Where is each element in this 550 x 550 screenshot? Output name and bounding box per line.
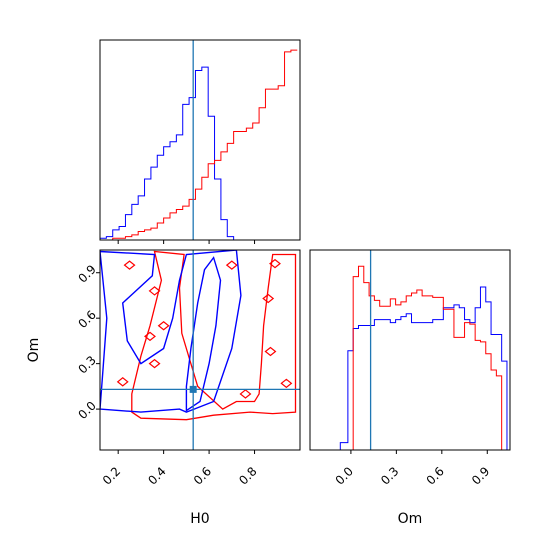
h0-tick-label-1: 0.4	[145, 464, 168, 487]
h0-tick-label-3: 0.8	[236, 464, 259, 487]
contour-blue-outer	[100, 250, 242, 413]
contour-red-island-11	[225, 260, 238, 270]
om-histogram-axis-label: Om	[398, 511, 423, 527]
h0-tick-label-2: 0.6	[191, 464, 214, 487]
h0-histogram-xticks	[117, 240, 256, 244]
contour-red-island-2	[144, 331, 156, 342]
om-tick-label-0: 0.0	[75, 399, 98, 422]
om-histogram-panel: 0.0 0.3 0.6 0.9 Om	[309, 249, 511, 527]
truth-marker	[189, 385, 197, 393]
om-histogram-xticks: 0.0 0.3 0.6 0.9	[333, 450, 492, 488]
h0-histogram-frame	[99, 39, 301, 241]
h0-tick-label-0: 0.2	[100, 464, 123, 487]
om-histogram-tick-label-2: 0.6	[424, 464, 447, 487]
h0-axis-ticks: 0.2 0.4 0.6 0.8	[100, 450, 260, 488]
om-histogram-tick-label-1: 0.3	[378, 464, 401, 487]
om-histogram-tick-label-0: 0.0	[333, 464, 356, 487]
h0-histogram-blue	[99, 66, 298, 241]
contour-red-island-9	[239, 389, 252, 399]
om-histogram-blue	[310, 286, 510, 451]
h0-om-contour-panel: 0.2 0.4 0.6 0.8 0.0 0.3 0.6 0.9 H0 Om	[26, 249, 301, 527]
contour-red-island-7	[262, 293, 275, 304]
h0-histogram-red	[100, 49, 298, 241]
om-histogram-red	[310, 265, 510, 451]
om-tick-label-2: 0.6	[75, 308, 98, 331]
h0-axis-label: H0	[190, 511, 209, 527]
contour-red-island-1	[148, 358, 161, 369]
contour-red-island-8	[269, 258, 281, 269]
om-tick-label-1: 0.3	[75, 353, 98, 376]
contour-red-islands	[116, 258, 293, 399]
contour-red-outer	[131, 250, 297, 421]
om-histogram-frame	[309, 249, 511, 451]
om-axis-label: Om	[26, 338, 42, 363]
h0-histogram-panel	[99, 39, 301, 244]
contour-red-island-5	[123, 260, 136, 270]
contour-red-island-3	[157, 320, 170, 331]
contour-red-island-0	[116, 377, 129, 387]
om-axis-ticks: 0.0 0.3 0.6 0.9	[75, 262, 100, 422]
contour-red-island-4	[148, 286, 161, 296]
om-histogram-tick-label-3: 0.9	[469, 464, 492, 487]
contour-frame	[99, 249, 301, 451]
om-tick-label-3: 0.9	[75, 262, 98, 285]
contour-blue-inner	[185, 256, 222, 412]
contour-red-island-10	[280, 378, 293, 389]
contour-red-island-6	[264, 346, 277, 357]
